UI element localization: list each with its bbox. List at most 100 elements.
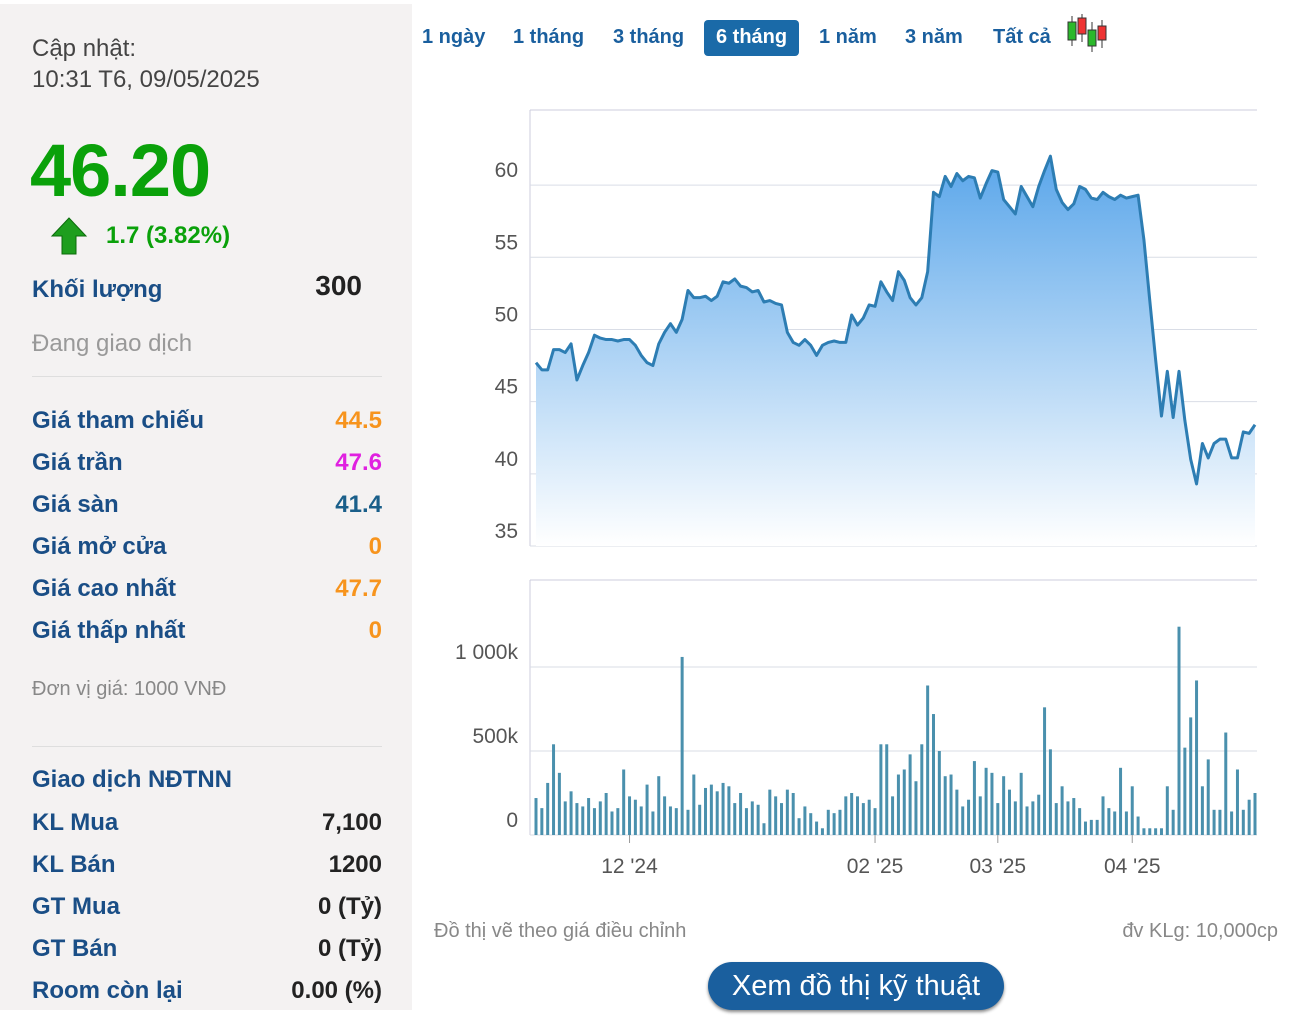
volume-bar bbox=[961, 806, 965, 835]
chart-note: Đồ thị vẽ theo giá điều chỉnh bbox=[434, 920, 687, 942]
volume-bar bbox=[908, 754, 912, 835]
range-tab[interactable]: 1 năm bbox=[819, 26, 877, 48]
divider bbox=[32, 746, 382, 747]
volume-bar bbox=[733, 803, 737, 835]
volume-bar bbox=[1013, 801, 1017, 835]
volume-bar bbox=[1060, 786, 1064, 835]
volume-bar bbox=[1148, 828, 1152, 835]
range-tab[interactable]: 1 tháng bbox=[513, 26, 585, 48]
volume-bar bbox=[680, 656, 684, 835]
volume-bar bbox=[1054, 803, 1058, 835]
volume-bar bbox=[820, 828, 824, 835]
volume-bar bbox=[809, 813, 813, 835]
volume-bar bbox=[1235, 769, 1239, 835]
volume-bar bbox=[937, 751, 941, 835]
volume-bar bbox=[1031, 801, 1035, 835]
range-tab[interactable]: 1 ngày bbox=[422, 26, 486, 48]
volume-bar bbox=[744, 808, 748, 835]
volume-bar bbox=[949, 774, 953, 835]
volume-bar bbox=[803, 806, 807, 835]
row-value: 41.4 bbox=[335, 491, 382, 518]
volume-bar bbox=[704, 787, 708, 835]
volume-bar bbox=[598, 801, 602, 835]
volume-bar bbox=[645, 784, 649, 835]
volume-bar bbox=[943, 776, 947, 835]
volume-bar bbox=[1078, 808, 1082, 835]
y-tick-label: 35 bbox=[495, 520, 518, 543]
volume-bar bbox=[1189, 717, 1193, 835]
volume-bar bbox=[563, 801, 567, 835]
volume: 300 bbox=[315, 270, 362, 301]
volume-bar bbox=[850, 793, 854, 835]
y-tick-label: 50 bbox=[495, 303, 518, 326]
volume-bar bbox=[1107, 808, 1111, 835]
volume-bar bbox=[1130, 786, 1134, 835]
volume-bar bbox=[1171, 809, 1175, 835]
update-label: Cập nhật: bbox=[32, 35, 137, 62]
foreign-label: Room còn lại bbox=[32, 977, 183, 1004]
volume-bar bbox=[657, 776, 661, 835]
volume-bar bbox=[1101, 796, 1105, 835]
candle-icon[interactable] bbox=[1064, 14, 1108, 52]
row-label: Giá trần bbox=[32, 449, 123, 476]
foreign-label: KL Mua bbox=[32, 809, 119, 836]
y-tick-label: 500k bbox=[472, 725, 518, 748]
volume-bar bbox=[1183, 747, 1187, 835]
range-tab[interactable]: 3 tháng bbox=[613, 26, 685, 48]
foreign-value: 0 (Tỷ) bbox=[317, 893, 382, 920]
volume-bar bbox=[768, 789, 772, 835]
volume-bar bbox=[1177, 626, 1181, 835]
volume-bar bbox=[1206, 759, 1210, 835]
volume-bar bbox=[1019, 772, 1023, 835]
volume-bar bbox=[785, 789, 789, 835]
volume-bar bbox=[879, 744, 883, 835]
volume-bar bbox=[1253, 793, 1257, 835]
y-tick-label: 0 bbox=[506, 809, 518, 832]
volume-bar bbox=[575, 803, 579, 835]
volume-bar bbox=[861, 803, 865, 835]
technical-chart-button[interactable]: Xem đồ thị kỹ thuật bbox=[708, 962, 1004, 1010]
y-tick-label: 45 bbox=[495, 376, 518, 399]
volume-bar bbox=[698, 804, 702, 835]
range-tab[interactable]: 3 năm bbox=[905, 26, 963, 48]
volume-bar bbox=[978, 796, 982, 835]
volume-bar bbox=[721, 782, 725, 835]
volume-bar bbox=[1218, 809, 1222, 835]
volume-bar bbox=[1025, 806, 1029, 835]
row-label: Giá tham chiếu bbox=[32, 407, 205, 434]
volume-bar bbox=[534, 798, 538, 835]
volume-bar bbox=[844, 796, 848, 835]
foreign-value: 1200 bbox=[328, 851, 382, 878]
volume-bar bbox=[762, 823, 766, 835]
volume-bar bbox=[616, 808, 620, 835]
volume-bar bbox=[856, 796, 860, 835]
range-tab[interactable]: Tất cả bbox=[993, 26, 1051, 48]
price-line bbox=[534, 154, 1257, 486]
volume-bar bbox=[651, 811, 655, 835]
volume-bar bbox=[1212, 809, 1216, 835]
volume-bar bbox=[592, 808, 596, 835]
volume-bar bbox=[815, 821, 819, 835]
volume-label: Khối lượng bbox=[32, 276, 163, 303]
volume-bar bbox=[797, 818, 801, 835]
y-tick-label: 40 bbox=[495, 448, 518, 471]
volume-bar bbox=[1066, 801, 1070, 835]
range-tab[interactable]: 6 tháng bbox=[704, 20, 800, 56]
volume-bar bbox=[826, 809, 830, 835]
charts: 35 40 45 50 55 60 0 500k 1 000k 12 '24 02 '25 03 '2… bbox=[455, 109, 1257, 878]
volume-bar bbox=[891, 796, 895, 835]
volume-bar bbox=[1165, 786, 1169, 835]
volume-bar bbox=[1241, 809, 1245, 835]
foreign-value: 7,100 bbox=[321, 809, 382, 836]
volume-bar bbox=[914, 781, 918, 835]
price-area bbox=[536, 156, 1255, 546]
x-tick-label: 04 '25 bbox=[1104, 855, 1161, 878]
row-label: Giá mở cửa bbox=[32, 533, 167, 560]
volume-bar bbox=[540, 808, 544, 835]
volume-bar bbox=[780, 803, 784, 835]
status: Đang giao dịch bbox=[32, 330, 193, 357]
volume-bar bbox=[604, 793, 608, 835]
volume-bar bbox=[727, 786, 731, 835]
volume-bar bbox=[1230, 811, 1234, 835]
volume-bar bbox=[1142, 828, 1146, 835]
